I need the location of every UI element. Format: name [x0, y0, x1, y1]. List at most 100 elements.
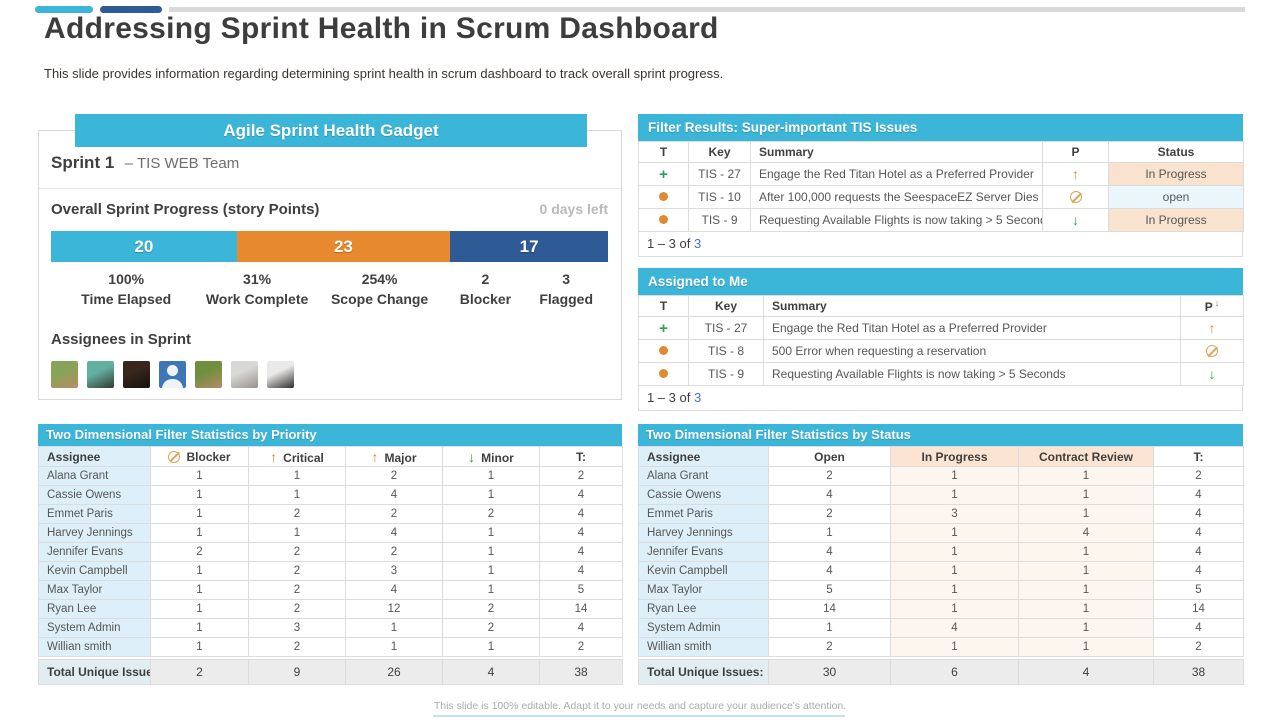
count-cell: 1 — [1018, 485, 1154, 505]
stats-row: System Admin 1 3 1 2 4 — [38, 618, 623, 638]
column-header-total[interactable]: T: — [539, 446, 623, 467]
stat-label: Flagged — [539, 291, 594, 307]
count-cell: 2 — [345, 466, 443, 486]
summary-cell: Engage the Red Titan Hotel as a Preferre… — [763, 316, 1181, 340]
issue-row[interactable]: TIS - 9 Requesting Available Flights is n… — [638, 208, 1244, 232]
summary-cell: Engage the Red Titan Hotel as a Preferre… — [750, 162, 1043, 186]
column-header-assignee[interactable]: Assignee — [638, 446, 769, 467]
key-cell: TIS - 9 — [688, 362, 764, 386]
issue-row[interactable]: TIS - 9 Requesting Available Flights is n… — [638, 362, 1244, 386]
count-cell: 2 — [248, 580, 346, 600]
count-cell: 3 — [890, 504, 1019, 524]
column-header-key[interactable]: Key — [688, 141, 751, 163]
progress-title: Overall Sprint Progress (story Points) — [51, 201, 320, 218]
column-header-summary[interactable]: Summary — [750, 141, 1043, 163]
priority-cell: ↑ — [1180, 316, 1244, 340]
assignee-avatar[interactable] — [195, 361, 222, 388]
assignee-avatar[interactable] — [87, 361, 114, 388]
column-header-total[interactable]: T: — [1153, 446, 1244, 467]
column-header-critical[interactable]: ↑ Critical — [248, 446, 346, 467]
type-cell — [638, 339, 689, 363]
count-cell: 4 — [890, 618, 1019, 638]
status-cell: open — [1108, 185, 1244, 209]
pagination-range: 1 – 3 of — [647, 236, 691, 251]
assignee-cell: Jennifer Evans — [38, 542, 151, 562]
count-cell: 14 — [768, 599, 891, 619]
stats-row: Harvey Jennings 1 1 4 4 — [638, 523, 1244, 543]
column-header-minor[interactable]: ↓ Minor — [442, 446, 540, 467]
count-cell: 2 — [248, 504, 346, 524]
key-cell: TIS - 9 — [688, 208, 751, 232]
issue-row[interactable]: TIS - 8 500 Error when requesting a reser… — [638, 339, 1244, 363]
stat-label: Time Elapsed — [81, 291, 172, 307]
count-cell: 1 — [890, 580, 1019, 600]
assignee-cell: Kevin Campbell — [38, 561, 151, 581]
assignee-cell: Alana Grant — [38, 466, 151, 486]
status-stats-title: Two Dimensional Filter Statistics by Sta… — [638, 424, 1243, 446]
column-header-in-progress[interactable]: In Progress — [890, 446, 1019, 467]
column-header-priority[interactable]: P ↓ — [1180, 295, 1244, 317]
priority-stats-title: Two Dimensional Filter Statistics by Pri… — [38, 424, 622, 446]
column-header-assignee[interactable]: Assignee — [38, 446, 151, 467]
count-cell: 2 — [248, 561, 346, 581]
count-cell: 1 — [248, 523, 346, 543]
assignee-cell: Harvey Jennings — [38, 523, 151, 543]
spacer-row — [38, 656, 623, 660]
issue-row[interactable]: + TIS - 27 Engage the Red Titan Hotel as a… — [638, 162, 1244, 186]
issue-dot-icon — [659, 369, 668, 378]
count-cell: 4 — [345, 580, 443, 600]
count-cell: 1 — [150, 637, 249, 657]
count-cell: 2 — [345, 542, 443, 562]
column-header-contract-review[interactable]: Contract Review — [1018, 446, 1154, 467]
column-header-type[interactable]: T — [638, 295, 689, 317]
column-header-summary[interactable]: Summary — [763, 295, 1181, 317]
count-cell: 1 — [1018, 618, 1154, 638]
column-header-open[interactable]: Open — [768, 446, 891, 467]
assigned-to-me-panel: Assigned to Me T Key Summary P ↓ + TIS - 2… — [638, 268, 1244, 411]
progress-segment: 17 — [450, 231, 608, 262]
column-header-type[interactable]: T — [638, 141, 689, 163]
count-cell: 1 — [1018, 599, 1154, 619]
column-label: Blocker — [186, 449, 231, 464]
priority-cell — [1180, 339, 1244, 363]
assignee-avatar[interactable] — [231, 361, 258, 388]
assignee-avatar[interactable] — [123, 361, 150, 388]
total-value: 38 — [539, 659, 623, 685]
column-header-major[interactable]: ↑ Major — [345, 446, 443, 467]
count-cell: 4 — [539, 504, 623, 524]
count-cell: 1 — [150, 523, 249, 543]
column-header-priority[interactable]: P — [1042, 141, 1109, 163]
issue-row[interactable]: TIS - 10 After 100,000 requests the Seesp… — [638, 185, 1244, 209]
type-cell — [638, 208, 689, 232]
count-cell: 4 — [539, 561, 623, 581]
stat-value: 3 — [562, 271, 571, 287]
stat-value: 31% — [243, 271, 272, 287]
assignee-cell: Emmet Paris — [638, 504, 769, 524]
arrow-down-icon: ↓ — [1208, 366, 1216, 382]
assignee-cell: Max Taylor — [38, 580, 151, 600]
pagination-total[interactable]: 3 — [694, 236, 702, 251]
pagination-total[interactable]: 3 — [694, 390, 702, 405]
priority-stats-panel: Two Dimensional Filter Statistics by Pri… — [38, 424, 623, 685]
issue-row[interactable]: + TIS - 27 Engage the Red Titan Hotel as a… — [638, 316, 1244, 340]
column-header-key[interactable]: Key — [688, 295, 764, 317]
arrow-down-icon: ↓ — [1072, 212, 1079, 228]
assignee-avatar[interactable] — [267, 361, 294, 388]
arrow-up-icon: ↑ — [1208, 320, 1216, 336]
count-cell: 4 — [768, 561, 891, 581]
days-left-label: 0 days left — [539, 201, 608, 217]
stat-value: 254% — [361, 271, 398, 287]
footer-note: This slide is 100% editable. Adapt it to… — [433, 700, 847, 712]
column-header-blocker[interactable]: Blocker — [150, 446, 249, 467]
assignee-avatar[interactable] — [51, 361, 78, 388]
assignee-avatar[interactable] — [159, 361, 186, 388]
type-cell — [638, 362, 689, 386]
divider — [39, 188, 621, 189]
column-header-status[interactable]: Status — [1108, 141, 1244, 163]
count-cell: 2 — [539, 637, 623, 657]
stats-row: System Admin 1 4 1 4 — [638, 618, 1244, 638]
count-cell: 4 — [1153, 542, 1244, 562]
count-cell: 2 — [248, 599, 346, 619]
count-cell: 2 — [768, 466, 891, 486]
stats-row: Harvey Jennings 1 1 4 1 4 — [38, 523, 623, 543]
